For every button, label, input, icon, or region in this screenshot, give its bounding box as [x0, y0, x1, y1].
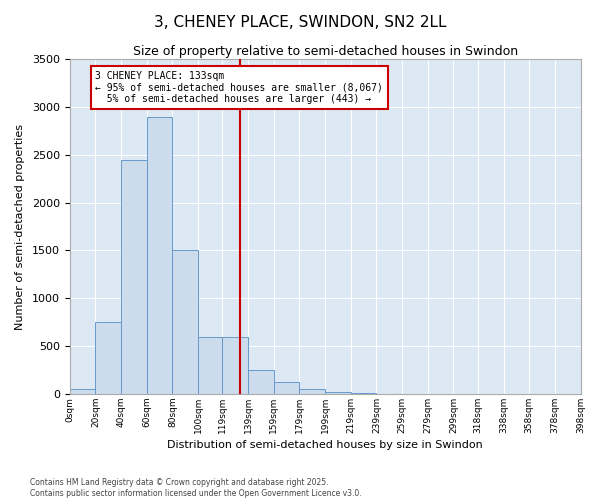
Bar: [248, 370, 274, 394]
Bar: [121, 160, 147, 394]
Title: Size of property relative to semi-detached houses in Swindon: Size of property relative to semi-detach…: [133, 45, 518, 58]
Text: 3 CHENEY PLACE: 133sqm
← 95% of semi-detached houses are smaller (8,067)
  5% of: 3 CHENEY PLACE: 133sqm ← 95% of semi-det…: [95, 70, 383, 104]
Y-axis label: Number of semi-detached properties: Number of semi-detached properties: [15, 124, 25, 330]
Bar: [70, 389, 95, 394]
Text: 3, CHENEY PLACE, SWINDON, SN2 2LL: 3, CHENEY PLACE, SWINDON, SN2 2LL: [154, 15, 446, 30]
Bar: [351, 393, 376, 394]
X-axis label: Distribution of semi-detached houses by size in Swindon: Distribution of semi-detached houses by …: [167, 440, 483, 450]
Bar: [198, 336, 223, 394]
Bar: [299, 389, 325, 394]
Text: Contains HM Land Registry data © Crown copyright and database right 2025.
Contai: Contains HM Land Registry data © Crown c…: [30, 478, 362, 498]
Bar: [325, 392, 351, 394]
Bar: [95, 322, 121, 394]
Bar: [223, 336, 248, 394]
Bar: [147, 116, 172, 394]
Bar: [274, 382, 299, 394]
Bar: [172, 250, 198, 394]
